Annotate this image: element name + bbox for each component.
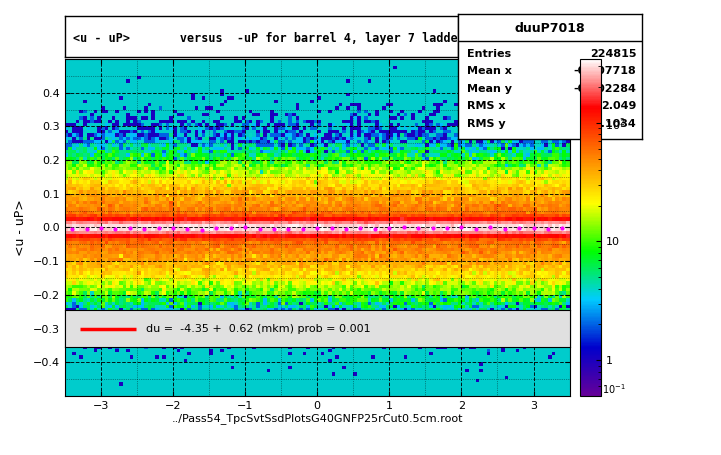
X-axis label: ../Pass54_TpcSvtSsdPlotsG40GNFP25rCut0.5cm.root: ../Pass54_TpcSvtSsdPlotsG40GNFP25rCut0.5… — [172, 414, 463, 425]
Text: Entries: Entries — [467, 49, 511, 59]
Text: -0.002284: -0.002284 — [573, 84, 636, 94]
Text: 10$^{-1}$: 10$^{-1}$ — [601, 382, 625, 396]
Text: Mean x: Mean x — [467, 66, 512, 76]
Text: 0.1034: 0.1034 — [593, 119, 636, 129]
Text: RMS y: RMS y — [467, 119, 505, 129]
Text: -0.007718: -0.007718 — [573, 66, 636, 76]
Text: 224815: 224815 — [590, 49, 636, 59]
Text: <u - uP>       versus  -uP for barrel 4, layer 7 ladder 18, all wafers: <u - uP> versus -uP for barrel 4, layer … — [73, 32, 572, 45]
Text: duuP7018: duuP7018 — [515, 22, 585, 35]
Text: Mean y: Mean y — [467, 84, 512, 94]
Text: RMS x: RMS x — [467, 101, 505, 111]
Text: 2.049: 2.049 — [601, 101, 636, 111]
Text: du =  -4.35 +  0.62 (mkm) prob = 0.001: du = -4.35 + 0.62 (mkm) prob = 0.001 — [146, 324, 371, 334]
Y-axis label: <u - uP>: <u - uP> — [14, 199, 27, 256]
